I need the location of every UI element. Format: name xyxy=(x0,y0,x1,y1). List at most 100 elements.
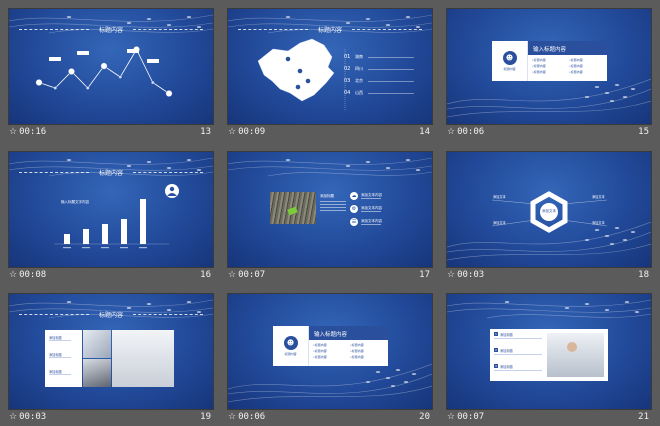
slide-timing: ☆ 00:07 xyxy=(228,270,265,280)
hexagon-label: 添加文本 xyxy=(592,195,605,199)
slide-thumbnail-15[interactable]: ☻ 标题内容 输入标题内容 •标题内容 •标题内容 •标题内容 •标题内容 •标题内容 •标题内… xyxy=(443,5,655,143)
slide-duration: 00:03 xyxy=(19,412,47,422)
title-divider-left xyxy=(19,29,89,30)
hexagon-center-text: 添加文本 xyxy=(542,209,556,213)
slide-thumbnail-13[interactable]: 标题内容 ☆ 00:16 13 xyxy=(5,5,217,143)
line-point xyxy=(118,75,123,79)
decorative-waves xyxy=(9,14,213,34)
region-number: 04 xyxy=(344,90,351,96)
region-label: 北京 xyxy=(355,78,363,83)
region-list: 01 湖南 02 四川 03 北京 04 山西 xyxy=(344,51,414,99)
slide-title-bar: 标题内容 xyxy=(19,166,203,178)
title-divider-left xyxy=(238,29,308,30)
bar xyxy=(121,219,127,244)
label-box xyxy=(147,59,159,63)
item-text: 添加文本内容 xyxy=(361,206,382,210)
slide-number: 21 xyxy=(638,412,649,422)
slide-preview[interactable]: 标题内容 添加标题 添加标题 添加标题 xyxy=(8,293,214,410)
transition-star-icon[interactable]: ☆ xyxy=(228,412,237,422)
china-map xyxy=(257,38,346,111)
decorative-waves xyxy=(228,14,432,34)
slide-preview[interactable]: 标题内容输入标题文字内容 xyxy=(8,151,214,268)
region-number: 02 xyxy=(344,66,351,72)
photo-handshake xyxy=(83,330,111,358)
bar-chart xyxy=(54,184,179,249)
slide-preview[interactable]: 添加标题 ☁ 添加文本内容 ⚙ 添加文本内容 ☰ 添加文本内容 xyxy=(227,151,433,268)
title-divider-right xyxy=(133,29,203,30)
line-series xyxy=(38,48,170,94)
region-line xyxy=(368,56,414,58)
person-head xyxy=(567,342,577,352)
region-number: 01 xyxy=(344,54,351,60)
transition-star-icon[interactable]: ☆ xyxy=(447,270,456,280)
decorative-waves xyxy=(447,78,651,118)
transition-star-icon[interactable]: ☆ xyxy=(228,270,237,280)
card-item: •标题内容 xyxy=(350,355,364,359)
slide-duration: 00:07 xyxy=(457,412,485,422)
card-items: •标题内容 •标题内容 •标题内容 •标题内容 •标题内容 •标题内容 xyxy=(313,343,385,359)
slide-thumbnail-21[interactable]: 1 添加标题 2 添加标题 3 添加标题 ☆ 00:07 21 xyxy=(443,290,655,426)
slide-preview[interactable]: 标题内容 01 湖南 02 四川 03 北京 04 山西 xyxy=(227,8,433,125)
slide-thumbnail-18[interactable]: 添加文本 添加文本 添加文本 添加文本 添加文本 ☆ 00:03 18 xyxy=(443,148,655,286)
item-number: 1 xyxy=(494,332,498,336)
transition-star-icon[interactable]: ☆ xyxy=(228,127,237,137)
slide-thumbnail-16[interactable]: 标题内容输入标题文字内容 ☆ 00:08 16 xyxy=(5,148,217,286)
title-divider-left xyxy=(19,172,89,173)
slide-number: 16 xyxy=(200,270,211,280)
item-number: 3 xyxy=(494,364,498,368)
slide-number: 13 xyxy=(200,127,211,137)
item-text: 添加文本内容 xyxy=(361,193,382,197)
transition-star-icon[interactable]: ☆ xyxy=(9,127,18,137)
card-item: •标题内容 xyxy=(350,343,364,347)
card-item: •标题内容 xyxy=(569,58,583,62)
label-panel xyxy=(45,330,82,387)
slide-duration: 00:06 xyxy=(238,412,266,422)
text-line xyxy=(361,198,381,199)
slide-duration: 00:16 xyxy=(19,127,47,137)
title-card: ☻ 标题内容 输入标题内容 •标题内容 •标题内容 •标题内容 •标题内容 •标题内容 •标题内… xyxy=(492,41,607,81)
transition-star-icon[interactable]: ☆ xyxy=(9,412,18,422)
slide-timing: ☆ 00:06 xyxy=(228,412,265,422)
bar xyxy=(140,199,146,244)
slide-duration: 00:08 xyxy=(19,270,47,280)
list-item-title: 添加标题 xyxy=(500,349,513,353)
title-card: ☻ 标题内容 输入标题内容 •标题内容 •标题内容 •标题内容 •标题内容 •标题内容 •标题内… xyxy=(273,326,388,366)
slide-preview[interactable]: 1 添加标题 2 添加标题 3 添加标题 xyxy=(446,293,652,410)
transition-star-icon[interactable]: ☆ xyxy=(9,270,18,280)
slide-number: 14 xyxy=(419,127,430,137)
region-number: 03 xyxy=(344,78,351,84)
region-label: 四川 xyxy=(355,66,363,71)
map-marker xyxy=(295,84,301,90)
slide-preview[interactable]: ☻ 标题内容 输入标题内容 •标题内容 •标题内容 •标题内容 •标题内容 •标题内容 •标题内… xyxy=(227,293,433,410)
bar xyxy=(83,229,89,244)
transition-star-icon[interactable]: ☆ xyxy=(447,412,456,422)
slide-duration: 00:06 xyxy=(457,127,485,137)
slide-footer: ☆ 00:08 16 xyxy=(9,270,213,284)
slide-timing: ☆ 00:16 xyxy=(9,127,46,137)
line-point xyxy=(100,62,108,70)
slide-timing: ☆ 00:07 xyxy=(447,412,484,422)
decorative-waves xyxy=(447,299,651,319)
slide-timing: ☆ 00:06 xyxy=(447,127,484,137)
slide-thumbnail-19[interactable]: 标题内容 添加标题 添加标题 添加标题 ☆ 00:03 19 xyxy=(5,290,217,426)
card-content: 输入标题内容 •标题内容 •标题内容 •标题内容 •标题内容 •标题内容 •标题内容 xyxy=(528,41,607,81)
slide-preview[interactable]: 标题内容 xyxy=(8,8,214,125)
region-item: 01 湖南 xyxy=(344,51,414,63)
slide-timing: ☆ 00:03 xyxy=(447,270,484,280)
people-icon: ☻ xyxy=(283,336,298,350)
card-icon-panel: ☻ 标题内容 xyxy=(492,41,528,81)
slide-preview[interactable]: ☻ 标题内容 输入标题内容 •标题内容 •标题内容 •标题内容 •标题内容 •标题内容 •标题内… xyxy=(446,8,652,125)
slide-duration: 00:07 xyxy=(238,270,266,280)
map-marker xyxy=(305,78,311,84)
slide-footer: ☆ 00:03 18 xyxy=(447,270,651,284)
region-label: 山西 xyxy=(355,90,363,95)
slide-thumbnail-17[interactable]: 添加标题 ☁ 添加文本内容 ⚙ 添加文本内容 ☰ 添加文本内容 ☆ 00:07 17 xyxy=(224,148,436,286)
bar xyxy=(64,234,70,244)
slide-preview[interactable]: 添加文本 添加文本 添加文本 添加文本 添加文本 xyxy=(446,151,652,268)
text-line xyxy=(320,204,346,205)
transition-star-icon[interactable]: ☆ xyxy=(447,127,456,137)
bar-chart-title: 输入标题文字内容 xyxy=(61,200,89,204)
slide-thumbnail-20[interactable]: ☻ 标题内容 输入标题内容 •标题内容 •标题内容 •标题内容 •标题内容 •标题内容 •标题内… xyxy=(224,290,436,426)
slide-thumbnail-14[interactable]: 标题内容 01 湖南 02 四川 03 北京 04 山西 ☆ 00:09 14 xyxy=(224,5,436,143)
grid-item-label: 添加标题 xyxy=(49,353,62,357)
